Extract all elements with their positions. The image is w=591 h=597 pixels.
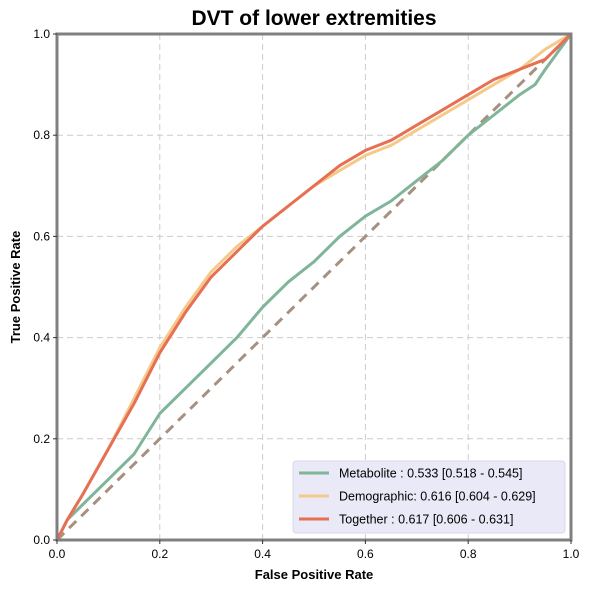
x-tick-label: 0.6 — [357, 547, 374, 561]
plot-border — [55, 32, 573, 542]
legend-entry-label: Together : 0.617 [0.606 - 0.631] — [339, 513, 513, 527]
series-metabolite-line — [55, 33, 573, 541]
series-together-line — [55, 32, 573, 541]
x-tick-label: 0.8 — [460, 547, 477, 561]
y-tick-label: 0.0 — [33, 533, 50, 547]
x-tick-label: 1.0 — [563, 547, 580, 561]
y-tick-label: 0.4 — [33, 331, 50, 345]
legend: Metabolite : 0.533 [0.518 - 0.545] Demogr… — [292, 460, 566, 534]
series-layer — [55, 32, 573, 541]
chance-diagonal-line — [55, 32, 573, 542]
y-tick-label: 0.6 — [33, 229, 50, 243]
chart-title: DVT of lower extremities — [191, 7, 436, 30]
legend-entry-label: Metabolite : 0.533 [0.518 - 0.545] — [339, 467, 522, 481]
x-axis-label: False Positive Rate — [255, 567, 374, 582]
x-tick-label: 0.0 — [49, 547, 66, 561]
x-tick-label: 0.4 — [254, 547, 271, 561]
legend-entry-label: Demographic: 0.616 [0.604 - 0.629] — [339, 490, 536, 504]
plot-frame — [55, 32, 573, 542]
tick-layer: 0.00.0 0.2 0.2 0.4 0.4 0.6 0.6 0.8 0.8 1.0 1.0 — [33, 27, 579, 561]
y-tick-label: 0.2 — [33, 432, 50, 446]
y-tick-label: 1.0 — [33, 27, 50, 41]
y-tick-label: 0.8 — [33, 128, 50, 142]
chance-line-layer — [55, 32, 573, 542]
legend-box — [292, 460, 566, 534]
y-axis-label: True Positive Rate — [8, 231, 23, 344]
x-tick-label: 0.2 — [151, 547, 168, 561]
